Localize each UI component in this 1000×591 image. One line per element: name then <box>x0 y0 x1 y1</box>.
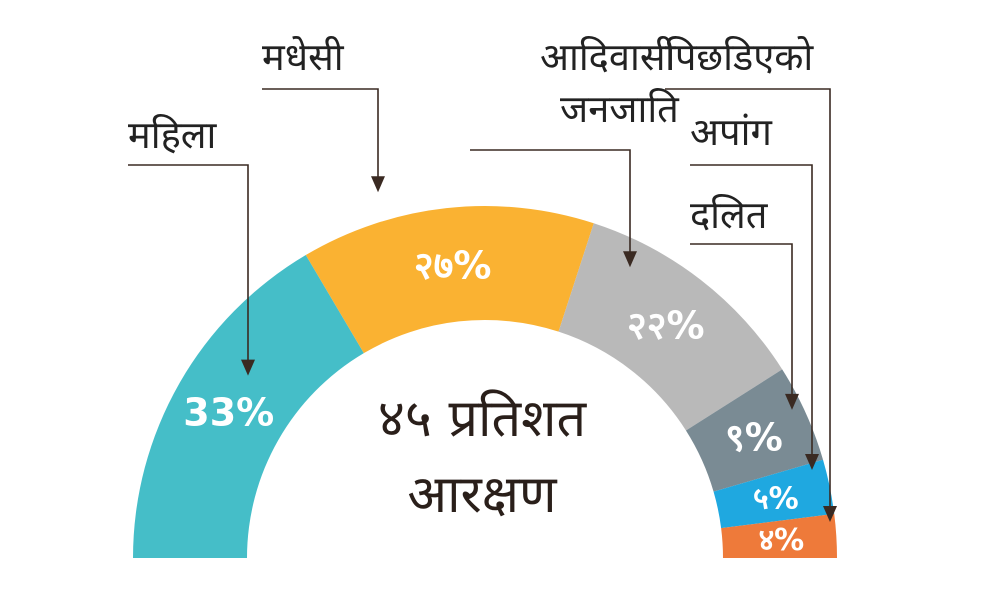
segment-5 <box>713 459 835 529</box>
segment-1 <box>133 255 364 559</box>
callout-line-1 <box>128 164 249 364</box>
category-label-1: महिला <box>128 113 218 157</box>
value-label-4: ९% <box>725 415 783 459</box>
value-label-1: 33% <box>183 391 274 435</box>
segment-3 <box>558 223 783 431</box>
value-label-3: २२% <box>627 304 705 348</box>
value-label-6: ४% <box>759 523 805 558</box>
callout-line-5 <box>690 164 813 458</box>
callout-arrow-4 <box>785 393 799 410</box>
callout-line-2 <box>262 88 379 181</box>
center-title-line-2: आरक्षण <box>407 465 558 525</box>
value-label-5: ५% <box>753 482 799 517</box>
callout-arrow-5 <box>805 454 819 470</box>
value-label-2: २७% <box>414 243 492 287</box>
chart-callouts: महिला मधेसी आदिवासी जनजाति दलित अपांग पिछडिएको <box>128 35 837 522</box>
center-title-line-1: ४५ प्रतिशत <box>378 389 588 449</box>
chart-value-labels: 33% २७% २२% ९% ५% ४% <box>183 243 804 558</box>
category-label-3-line-1: आदिवासी <box>540 35 677 79</box>
category-label-2: मधेसी <box>262 35 345 79</box>
callout-line-6 <box>665 88 831 510</box>
callout-line-3 <box>470 149 631 256</box>
callout-arrow-3 <box>623 251 637 268</box>
category-label-6: पिछडिएको <box>665 35 814 79</box>
center-title: ४५ प्रतिशत आरक्षण <box>378 389 588 525</box>
segment-6 <box>721 513 837 558</box>
chart-segments <box>133 205 837 559</box>
segment-2 <box>305 205 594 354</box>
category-label-4: दलित <box>690 193 769 237</box>
callout-line-4 <box>690 243 793 398</box>
category-label-3-line-2: जनजाति <box>560 87 680 131</box>
callout-arrow-2 <box>371 176 385 193</box>
callout-arrow-6 <box>823 506 837 522</box>
category-label-5: अपांग <box>690 110 772 154</box>
callout-arrow-1 <box>241 359 255 376</box>
